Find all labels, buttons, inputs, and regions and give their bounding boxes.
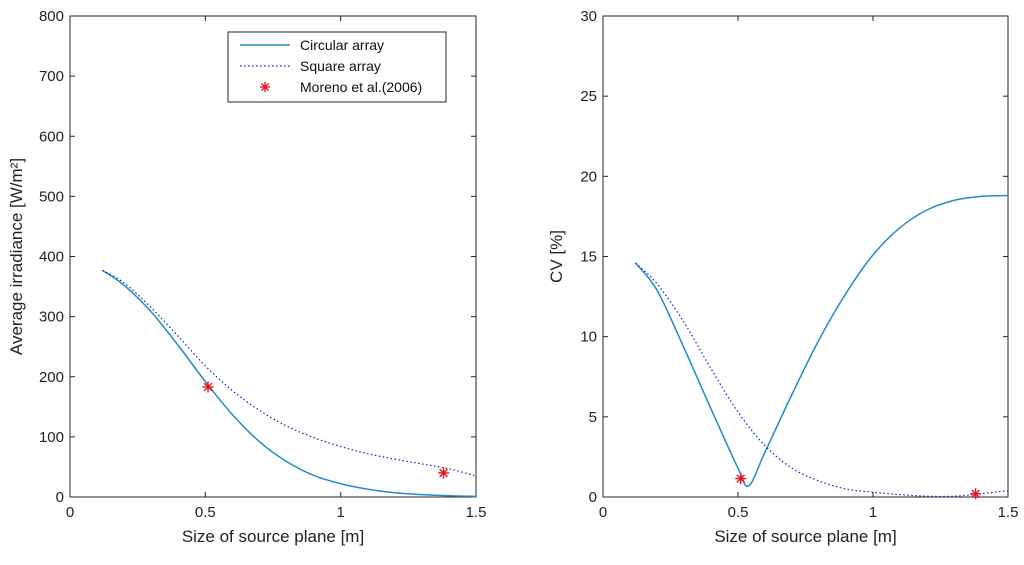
- x-tick-label: 1.5: [998, 504, 1019, 521]
- y-tick-label: 10: [580, 329, 597, 346]
- x-axis-label: Size of source plane [m]: [182, 527, 364, 546]
- asterisk-stroke: [439, 468, 448, 478]
- y-tick-label: 0: [589, 489, 597, 506]
- data-point-moreno: [438, 467, 450, 479]
- legend-label: Square array: [300, 58, 381, 74]
- series-circular-array: [634, 194, 1009, 488]
- y-tick-label: 15: [580, 249, 597, 266]
- series-square-array: [634, 262, 1009, 498]
- y-tick-label: 500: [39, 188, 64, 205]
- x-tick-label: 0: [66, 504, 74, 521]
- data-point-moreno: [202, 381, 214, 393]
- y-tick-label: 400: [39, 249, 64, 266]
- y-tick-label: 700: [39, 68, 64, 85]
- x-tick-label: 0.5: [195, 504, 216, 521]
- y-axis-label: Average irradiance [W/m²]: [7, 158, 26, 355]
- series-circular-array: [102, 269, 477, 498]
- x-tick-label: 1: [336, 504, 344, 521]
- y-tick-label: 800: [39, 8, 64, 25]
- legend-marker-stroke: [261, 83, 269, 91]
- y-tick-label: 600: [39, 128, 64, 145]
- y-tick-label: 300: [39, 309, 64, 326]
- legend: Circular array Square array Moreno et al.(…: [227, 31, 447, 103]
- data-point-moreno: [735, 473, 747, 485]
- data-point-moreno: [970, 488, 982, 500]
- asterisk-stroke: [203, 382, 213, 392]
- y-axis-label: CV [%]: [547, 230, 566, 283]
- y-tick-label: 100: [39, 429, 64, 446]
- y-tick-label: 30: [580, 8, 597, 25]
- x-tick-label: 0.5: [728, 504, 749, 521]
- plot-area: [602, 15, 1009, 498]
- y-tick-label: 25: [580, 88, 597, 105]
- asterisk-stroke: [971, 489, 980, 499]
- x-tick-label: 1.5: [466, 504, 487, 521]
- asterisk-stroke: [736, 474, 746, 483]
- series-square-array: [102, 269, 477, 477]
- x-axis-label: Size of source plane [m]: [714, 527, 896, 546]
- y-tick-label: 0: [56, 489, 64, 506]
- chart-panel-1: 0 0.5 1 1.5 0 100 200 300 400 500 600 700 800 Size of…: [7, 8, 486, 546]
- legend-label: Moreno et al.(2006): [300, 79, 422, 95]
- y-tick-label: 20: [580, 168, 597, 185]
- y-tick-label: 200: [39, 369, 64, 386]
- legend-label: Circular array: [300, 37, 384, 53]
- x-tick-label: 0: [599, 504, 607, 521]
- chart-panel-2: 0 0.5 1 1.5 0 5 10 15 20 25 30 Size of source plane…: [547, 8, 1018, 546]
- y-tick-label: 5: [589, 409, 597, 426]
- x-tick-label: 1: [869, 504, 877, 521]
